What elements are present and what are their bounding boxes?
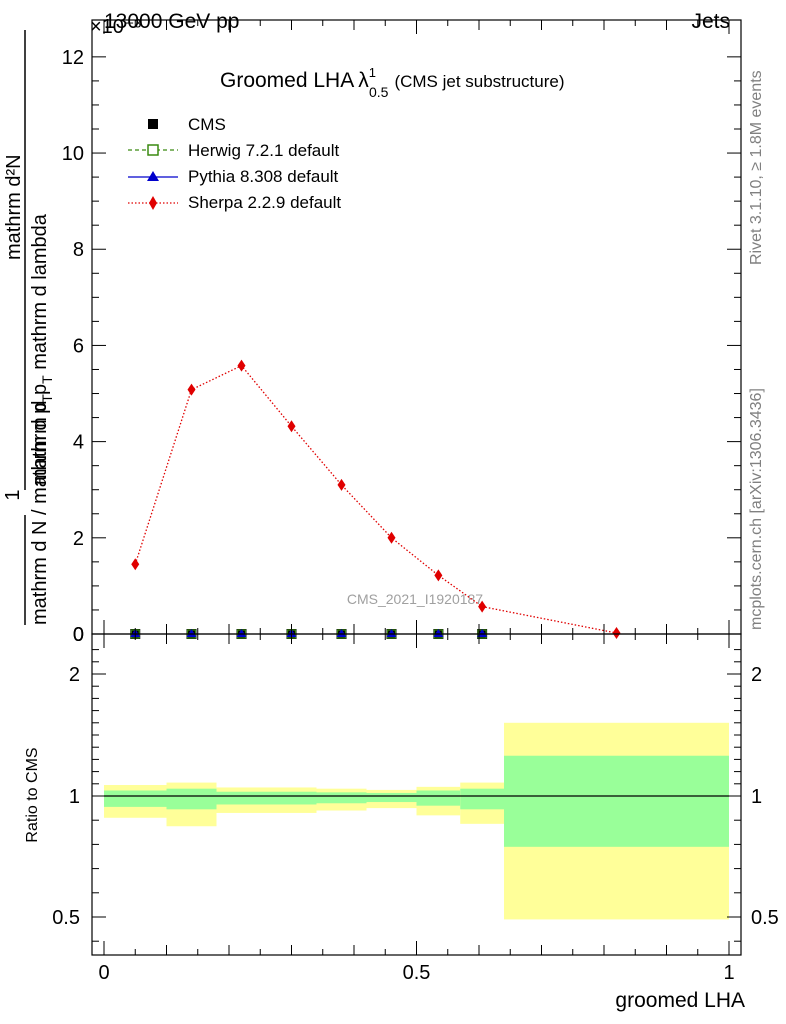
legend-marker-cms (148, 119, 158, 129)
legend-label-pythia: Pythia 8.308 default (188, 167, 339, 186)
pythia-point-4 (336, 629, 347, 637)
exponent-label: ×10⁻³ (90, 16, 141, 38)
ratio-stat-band-7 (460, 788, 504, 810)
legend-label-herwig: Herwig 7.2.1 default (188, 141, 339, 160)
main-ytick-label-6: 12 (62, 47, 84, 69)
y-axis-label: 1 mathrm d N / mathrm d pT mathrm d²N ma… (2, 30, 55, 625)
ratio-stat-band-5 (366, 792, 417, 803)
ylabel-one: 1 (2, 489, 24, 500)
main-ytick-zero: 0 (73, 624, 84, 646)
pythia-point-7 (477, 629, 488, 637)
ylabel-numerator-main: mathrm d²N (3, 154, 25, 260)
plot-subtitle: (CMS jet substructure) (394, 72, 564, 91)
mcplots-label: mcplots.cern.ch [arXiv:1306.3436] (748, 388, 765, 630)
ratio-bands (104, 722, 729, 920)
sherpa-point-0 (131, 558, 140, 571)
ylabel-numerator-dp-sub: T (39, 375, 55, 384)
ratio-stat-band-4 (316, 792, 367, 804)
sherpa-point-4 (337, 478, 346, 491)
main-frame (91, 19, 742, 635)
ratio-ytick-label-right-1: 1 (751, 786, 762, 808)
sherpa-point-7 (478, 600, 487, 613)
plot-title-sub: 0.5 (369, 84, 389, 100)
ylabel-denominator-sub: T (39, 394, 55, 403)
legend-marker-sherpa (149, 196, 157, 210)
sherpa-point-1 (187, 383, 196, 396)
legend-label-cms: CMS (188, 115, 226, 134)
main-ytick-label-3: 6 (73, 335, 84, 357)
plot-title-sup: 1 (369, 65, 376, 80)
ratio-stat-band-2 (216, 791, 267, 805)
x-axis-label: groomed LHA (615, 989, 745, 1012)
ratio-stat-band-6 (416, 790, 461, 806)
ratio-ytick-label-left-0: 0.5 (52, 907, 80, 929)
ratio-ytick-label-left-2: 2 (69, 664, 80, 686)
ratio-ytick-label-left-1: 1 (69, 786, 80, 808)
ylabel-numerator-lower: mathrm d pT mathrm d lambda (29, 213, 55, 485)
main-ytick-label-5: 10 (62, 143, 84, 165)
sherpa-point-6 (434, 569, 443, 582)
ratio-stat-band-3 (266, 791, 317, 805)
ylabel-denominator-main: mathrm d N / mathrm d p (29, 403, 51, 625)
ratio-ytick-label-right-2: 2 (751, 664, 762, 686)
watermark: CMS_2021_I1920187 (347, 591, 483, 607)
ylabel-denominator: mathrm d N / mathrm d pT (29, 394, 55, 625)
ylabel-numerator-line: mathrm d²N (3, 154, 25, 260)
main-ytick-label-2: 4 (73, 432, 84, 454)
main-ytick-label-4: 8 (73, 239, 84, 261)
ylabel-numerator-tail: mathrm d lambda (29, 213, 51, 375)
pythia-point-6 (433, 629, 444, 637)
rivet-label: Rivet 3.1.10, ≥ 1.8M events (748, 70, 765, 265)
sherpa-point-2 (237, 359, 246, 372)
ratio-stat-band-8 (504, 755, 729, 847)
pythia-point-1 (186, 629, 197, 637)
legend: CMS Herwig 7.2.1 default Pythia 8.308 de… (128, 115, 341, 212)
pythia-point-5 (386, 629, 397, 637)
main-ytick-label-0: 0 (73, 624, 84, 646)
ratio-xtick-label-2: 1 (723, 962, 734, 984)
main-ytick-label-1: 2 (73, 528, 84, 550)
sherpa-point-8 (612, 627, 621, 640)
ratio-ytick-label-right-0: 0.5 (751, 907, 779, 929)
ylabel-numerator-dp: mathrm d p (29, 384, 51, 485)
ratio-stat-band-0 (104, 790, 167, 807)
ratio-xtick-label-1: 0.5 (403, 962, 431, 984)
legend-marker-herwig (147, 144, 159, 156)
plot-title: Groomed LHA λ1 0.5 (CMS jet substructure) (220, 65, 564, 100)
pythia-point-2 (236, 629, 247, 637)
ratio-y-label: Ratio to CMS (24, 747, 41, 842)
process-label: Jets (691, 10, 730, 33)
legend-label-sherpa: Sherpa 2.2.9 default (188, 193, 341, 212)
sherpa-point-3 (287, 420, 296, 433)
collision-label: 13000 GeV pp (104, 10, 239, 33)
sherpa-point-5 (387, 531, 396, 544)
ratio-stat-band-1 (166, 788, 217, 810)
ratio-xtick-label-0: 0 (98, 962, 109, 984)
plot-title-symbol: λ (358, 69, 369, 92)
plot-title-main: Groomed LHA (220, 69, 354, 92)
legend-marker-pythia (147, 171, 159, 181)
